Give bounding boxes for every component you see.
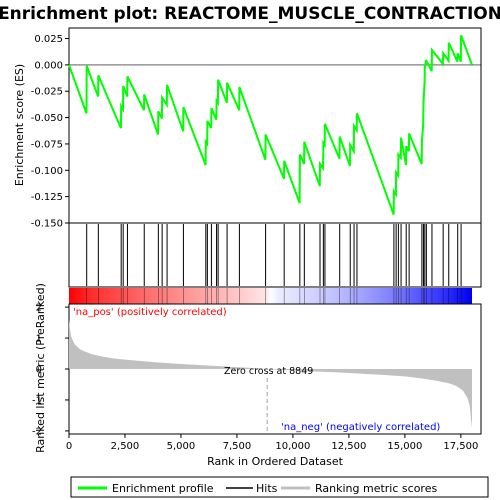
ranking-y-axis: 2 1 0 -1 -2: [32, 303, 69, 437]
ranking-metric-area: [69, 319, 472, 428]
ranking-y-tick-label: 1: [36, 334, 42, 345]
es-y-tick-label: -0.075: [31, 139, 63, 150]
hits-panel-frame: [68, 222, 482, 288]
legend: Enrichment profile Hits Ranking metric s…: [70, 476, 489, 498]
chart-title: Enrichment plot: REACTOME_MUSCLE_CONTRAC…: [0, 4, 500, 24]
es-y-tick-label: -0.150: [31, 219, 63, 230]
es-panel: 0.025 0.000 -0.025 -0.050 -0.075 -0.100 -0.125…: [13, 27, 482, 230]
es-y-tick-label: -0.125: [31, 192, 63, 203]
enrichment-profile-line: [68, 35, 473, 215]
ranking-y-tick-label: 0: [36, 365, 42, 376]
es-y-tick-label: -0.100: [31, 166, 63, 177]
x-axis: 0 2,500 5,000 7,500 10,000 12,500 15,000 17,500: [66, 434, 478, 452]
legend-label-ranking-metric-scores: Ranking metric scores: [315, 482, 437, 495]
es-y-axis-label: Enrichment score (ES): [13, 64, 26, 186]
ranking-y-tick-label: -2: [32, 426, 42, 437]
hit-lines: [86, 224, 462, 286]
es-y-tick-label: -0.050: [31, 113, 63, 124]
ranking-y-tick-label: 2: [36, 303, 42, 314]
x-tick-label: 12,500: [331, 441, 366, 452]
x-tick-label: 15,000: [387, 441, 422, 452]
zero-cross-label: Zero cross at 8849: [224, 366, 313, 377]
colorbar-hit-marks: [86, 288, 462, 304]
neg-label: 'na_neg' (negatively correlated): [281, 422, 440, 433]
x-tick-label: 0: [66, 441, 72, 452]
x-axis-label: Rank in Ordered Dataset: [207, 455, 344, 468]
rank-colorbar: [69, 288, 472, 304]
es-y-tick-label: -0.025: [31, 87, 63, 98]
hits-panel: [68, 222, 482, 288]
x-tick-label: 2,500: [111, 441, 140, 452]
x-tick-label: 7,500: [223, 441, 252, 452]
legend-label-enrichment-profile: Enrichment profile: [112, 482, 214, 495]
ranking-y-tick-label: -1: [32, 395, 42, 406]
legend-box: [70, 476, 489, 498]
x-tick-label: 10,000: [275, 441, 310, 452]
es-y-axis: 0.025 0.000 -0.025 -0.050 -0.075 -0.100 -0.125…: [31, 34, 69, 230]
ranking-y-axis-label: Ranked list metric (PreRanked): [34, 283, 47, 453]
legend-label-hits: Hits: [256, 482, 278, 495]
colorbar-gradient: [69, 288, 472, 304]
es-y-tick-label: 0.000: [34, 60, 63, 71]
es-panel-frame: [68, 27, 482, 224]
ranking-panel: 2 1 0 -1 -2 'na_pos' (positively correlated)…: [32, 283, 482, 453]
pos-label: 'na_pos' (positively correlated): [73, 307, 227, 318]
es-y-tick-label: 0.025: [34, 34, 63, 45]
x-tick-label: 17,500: [443, 441, 478, 452]
x-tick-label: 5,000: [167, 441, 196, 452]
